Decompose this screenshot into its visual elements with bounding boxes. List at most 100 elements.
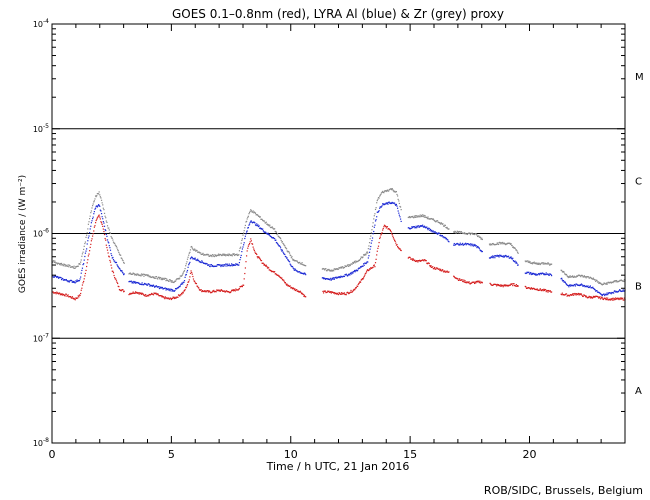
data-point	[232, 263, 234, 266]
data-point	[83, 259, 85, 261]
data-point	[129, 292, 131, 295]
data-point	[564, 281, 566, 284]
data-point	[83, 280, 85, 283]
data-point	[71, 280, 73, 282]
data-point	[445, 237, 448, 239]
data-point	[129, 272, 131, 274]
data-point	[594, 289, 596, 291]
data-point	[287, 284, 289, 286]
data-point	[515, 284, 517, 286]
data-point	[87, 259, 89, 261]
data-point	[499, 254, 501, 256]
data-point	[531, 272, 533, 275]
data-point	[512, 257, 514, 259]
data-point	[95, 196, 97, 198]
data-point	[491, 256, 493, 258]
data-point	[100, 197, 102, 199]
data-point	[331, 270, 334, 272]
data-point	[373, 264, 375, 266]
data-point	[589, 297, 591, 299]
data-point	[174, 296, 176, 298]
data-point	[103, 212, 106, 214]
data-point	[164, 298, 166, 300]
data-point	[75, 280, 77, 282]
data-point	[502, 256, 504, 258]
data-point	[159, 286, 161, 288]
data-point	[248, 211, 251, 214]
data-point	[586, 286, 588, 288]
data-point	[340, 267, 343, 269]
data-point	[141, 292, 143, 294]
data-point	[142, 293, 144, 295]
data-point	[134, 291, 137, 293]
data-point	[615, 298, 617, 300]
data-point	[416, 260, 418, 262]
data-point	[182, 292, 184, 294]
x-tick-label: 10	[284, 448, 298, 461]
data-point	[589, 277, 591, 279]
data-point	[599, 282, 602, 284]
data-point	[128, 294, 130, 296]
data-point	[82, 251, 84, 253]
data-point	[530, 287, 532, 289]
data-point	[368, 245, 370, 247]
data-point	[542, 272, 544, 275]
data-point	[110, 264, 112, 266]
data-point	[474, 281, 476, 283]
data-point	[377, 211, 379, 213]
data-point	[571, 294, 573, 296]
data-point	[173, 281, 175, 283]
data-point	[453, 231, 455, 234]
x-tick-label: 5	[168, 448, 175, 461]
data-point	[566, 295, 568, 297]
data-point	[337, 268, 340, 270]
data-point	[503, 256, 506, 258]
data-point	[376, 199, 378, 202]
data-point	[516, 251, 519, 253]
data-point	[118, 253, 121, 255]
data-point	[154, 286, 156, 288]
data-point	[363, 264, 365, 266]
data-point	[365, 262, 367, 265]
data-point	[585, 295, 587, 297]
data-point	[89, 215, 91, 217]
data-point	[156, 294, 158, 296]
data-point	[226, 265, 228, 267]
data-point	[580, 293, 583, 295]
data-point	[461, 279, 463, 281]
data-point	[620, 297, 623, 299]
data-point	[184, 289, 186, 291]
data-point	[546, 263, 549, 265]
data-point	[198, 289, 201, 291]
data-point	[543, 273, 545, 276]
data-point	[367, 269, 369, 271]
data-point	[379, 195, 381, 197]
data-point	[496, 254, 498, 256]
data-point	[525, 272, 528, 274]
data-point	[277, 244, 279, 246]
data-point	[290, 264, 292, 266]
data-point	[115, 245, 117, 247]
data-point	[480, 238, 482, 240]
data-point	[173, 281, 175, 284]
data-point	[509, 242, 511, 244]
data-point	[291, 265, 294, 268]
data-point	[349, 291, 352, 293]
data-point	[524, 260, 526, 262]
data-point	[457, 243, 460, 245]
data-point	[324, 269, 326, 271]
data-point	[238, 264, 240, 266]
data-point	[336, 292, 338, 294]
data-point	[358, 282, 360, 285]
data-point	[473, 243, 475, 246]
data-point	[183, 270, 186, 272]
data-point	[607, 282, 609, 284]
data-point	[429, 228, 432, 231]
data-point	[565, 283, 568, 285]
data-point	[207, 290, 209, 292]
flare-class-label: A	[635, 386, 642, 397]
data-point	[473, 282, 476, 285]
data-point	[104, 229, 106, 231]
data-point	[99, 196, 101, 198]
data-point	[610, 282, 612, 284]
